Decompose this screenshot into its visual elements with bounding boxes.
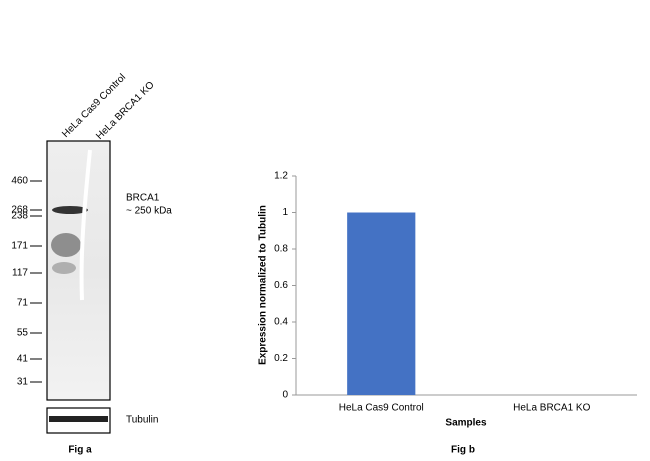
marker-label: 55 [17,328,29,339]
smear [79,149,92,301]
lane-label: HeLa Cas9 Control [60,72,128,140]
y-tick-label: 0.6 [274,280,288,291]
x-tick-label: HeLa BRCA1 KO [513,403,590,414]
bar [347,212,416,395]
blot: BRCA1 ~ 250 kDa Tubulin Fig a HeLa Cas9 … [46,72,172,456]
caption: Fig b [451,445,475,456]
caption: Fig a [68,445,92,456]
band [52,206,88,214]
y-tick-label: 1.2 [274,171,288,182]
marker-label: 117 [12,268,28,279]
marker-label: 71 [17,298,29,309]
band-size: ~ 250 kDa [126,206,172,217]
marker-label: 268 [11,205,28,216]
y-tick-label: 0.2 [274,353,288,364]
y-tick-label: 0 [282,390,288,401]
band-label: BRCA1 [126,193,160,204]
marker-label: 41 [17,354,29,365]
loading-label: Tubulin [126,415,158,426]
marker-label: 171 [11,241,28,252]
marker-label: 31 [17,377,29,388]
marker-label: 460 [11,176,28,187]
band [49,416,108,422]
y-axis-label: Expression normalized to Tubulin [258,205,269,365]
y-tick-label: 0.4 [274,317,288,328]
x-tick-label: HeLa Cas9 Control [339,403,424,414]
band [52,262,76,274]
marker-label: 238 [11,211,28,222]
y-tick-label: 1 [282,207,288,218]
y-tick-label: 0.8 [274,244,288,255]
x-axis-label: Samples [445,418,487,429]
band [51,233,81,257]
